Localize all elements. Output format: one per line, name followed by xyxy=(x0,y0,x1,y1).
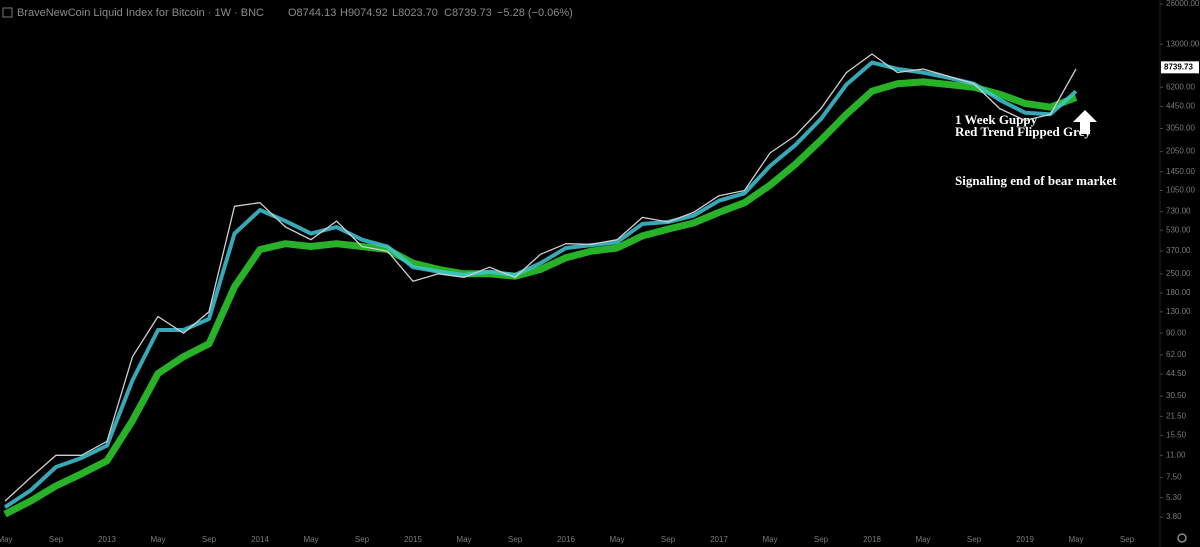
y-tick-label: 21.50 xyxy=(1166,411,1187,420)
y-tick-label: 62.00 xyxy=(1166,350,1187,359)
y-tick-label: 44.50 xyxy=(1166,369,1187,378)
last-price-box xyxy=(1161,61,1199,74)
high: H9074.92 xyxy=(340,7,388,19)
x-tick-label: Sep xyxy=(661,535,676,544)
x-tick-label: May xyxy=(1068,535,1083,544)
y-tick-label: 1450.00 xyxy=(1166,167,1195,176)
x-tick-label: Sep xyxy=(508,535,523,544)
y-tick-label: 5.30 xyxy=(1166,493,1182,502)
x-tick-label: 2016 xyxy=(557,535,575,544)
y-tick-label: 730.00 xyxy=(1166,207,1191,216)
y-tick-label: 250.00 xyxy=(1166,269,1191,278)
annotation: Red Trend Flipped Grey xyxy=(955,124,1091,139)
y-tick-label: 2050.00 xyxy=(1166,147,1195,156)
series-line xyxy=(3,60,1078,509)
x-tick-label: May xyxy=(0,535,13,544)
arrow xyxy=(1073,110,1097,134)
x-tick-label: May xyxy=(456,535,471,544)
x-tick-label: Sep xyxy=(49,535,64,544)
y-tick-label: 15.50 xyxy=(1166,430,1187,439)
y-tick-label: 530.00 xyxy=(1166,225,1191,234)
x-tick-label: May xyxy=(150,535,165,544)
y-tick-label: 180.00 xyxy=(1166,288,1191,297)
y-tick-label: 6200.00 xyxy=(1166,82,1195,91)
x-tick-label: May xyxy=(609,535,624,544)
series-line xyxy=(3,78,1078,518)
annotation: Signaling end of bear market xyxy=(955,173,1117,188)
x-tick-label: May xyxy=(915,535,930,544)
x-tick-label: Sep xyxy=(355,535,370,544)
y-tick-label: 7.50 xyxy=(1166,473,1182,482)
y-tick-label: 13000.00 xyxy=(1166,39,1200,48)
x-tick-label: 2017 xyxy=(710,535,728,544)
x-tick-label: Sep xyxy=(202,535,217,544)
x-tick-label: Sep xyxy=(967,535,982,544)
y-tick-label: 3.80 xyxy=(1166,512,1182,521)
y-tick-label: 1050.00 xyxy=(1166,186,1195,195)
y-tick-label: 11.00 xyxy=(1166,450,1186,459)
chart-title: BraveNewCoin Liquid Index for Bitcoin · … xyxy=(17,7,264,19)
low: L8023.70 xyxy=(392,7,438,19)
x-tick-label: 2019 xyxy=(1016,535,1034,544)
y-tick-label: 4450.00 xyxy=(1166,102,1195,111)
x-tick-label: 2013 xyxy=(98,535,116,544)
x-tick-label: 2015 xyxy=(404,535,422,544)
y-tick-label: 130.00 xyxy=(1166,307,1191,316)
series-line xyxy=(4,53,1077,502)
x-tick-label: Sep xyxy=(814,535,829,544)
x-tick-label: 2018 xyxy=(863,535,881,544)
y-tick-label: 90.00 xyxy=(1166,328,1187,337)
x-tick-label: May xyxy=(303,535,318,544)
x-tick-label: May xyxy=(762,535,777,544)
y-tick-label: 3050.00 xyxy=(1166,124,1195,133)
close: C8739.73 xyxy=(444,7,492,19)
annotation: 1 Week Guppy xyxy=(955,112,1038,127)
open: O8744.13 xyxy=(288,7,336,19)
y-tick-label: 30.50 xyxy=(1166,391,1187,400)
expand-icon[interactable] xyxy=(2,7,13,18)
y-tick-label: 370.00 xyxy=(1166,246,1191,255)
last-price-label: 8739.73 xyxy=(1164,62,1193,71)
x-tick-label: Sep xyxy=(1120,535,1135,544)
y-tick-label: 26000.00 xyxy=(1166,0,1200,8)
change: −5.28 (−0.06%) xyxy=(497,7,573,19)
settings-icon[interactable] xyxy=(1177,533,1187,543)
x-tick-label: 2014 xyxy=(251,535,269,544)
